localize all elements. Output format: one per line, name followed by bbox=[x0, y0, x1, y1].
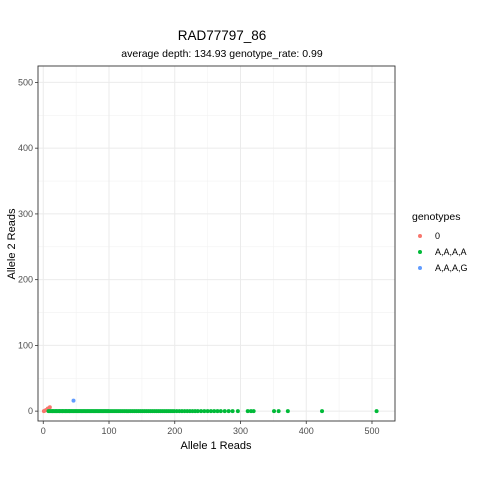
x-tick-label: 400 bbox=[299, 426, 314, 436]
panel-border bbox=[37, 65, 396, 422]
data-point bbox=[215, 409, 220, 414]
y-tick-label: 200 bbox=[18, 275, 33, 285]
data-point bbox=[212, 409, 217, 414]
legend-label: 0 bbox=[435, 231, 440, 241]
data-point bbox=[71, 398, 76, 403]
chart-subtitle: average depth: 134.93 genotype_rate: 0.9… bbox=[121, 48, 323, 60]
data-point bbox=[251, 409, 256, 414]
data-point bbox=[195, 409, 200, 414]
data-point bbox=[222, 409, 227, 414]
legend-label: A,A,A,A bbox=[435, 247, 467, 257]
legend-key bbox=[418, 234, 422, 238]
data-point bbox=[205, 409, 210, 414]
data-point bbox=[218, 409, 223, 414]
y-tick-label: 400 bbox=[18, 143, 33, 153]
data-point bbox=[235, 409, 240, 414]
data-point bbox=[320, 409, 325, 414]
data-point bbox=[276, 409, 281, 414]
data-point bbox=[199, 409, 204, 414]
x-tick-label: 0 bbox=[41, 426, 46, 436]
data-point bbox=[374, 409, 379, 414]
legend-key bbox=[418, 266, 422, 270]
y-axis-title: Allele 2 Reads bbox=[6, 208, 18, 279]
legend-label: A,A,A,G bbox=[435, 263, 468, 273]
legend-key bbox=[418, 250, 422, 254]
y-tick-label: 100 bbox=[18, 340, 33, 350]
data-point bbox=[208, 409, 213, 414]
data-point bbox=[272, 409, 277, 414]
y-tick-label: 300 bbox=[18, 209, 33, 219]
x-axis-title: Allele 1 Reads bbox=[181, 440, 252, 452]
data-point bbox=[47, 405, 52, 410]
plot-panel: 0 100 200 300 400 500 0 100 200 300 400 500 bbox=[18, 65, 396, 436]
x-tick-label: 100 bbox=[101, 426, 116, 436]
y-tick-label: 0 bbox=[28, 406, 33, 416]
chart-title: RAD77797_86 bbox=[178, 28, 267, 43]
x-tick-label: 300 bbox=[233, 426, 248, 436]
legend-title: genotypes bbox=[412, 211, 460, 223]
y-tick-label: 500 bbox=[18, 77, 33, 87]
data-point bbox=[202, 409, 207, 414]
x-tick-label: 500 bbox=[364, 426, 379, 436]
data-point bbox=[245, 409, 250, 414]
x-tick-label: 200 bbox=[167, 426, 182, 436]
data-point bbox=[230, 409, 235, 414]
legend: genotypes 0 A,A,A,A A,A,A,G bbox=[412, 211, 468, 273]
data-point bbox=[285, 409, 290, 414]
data-point bbox=[226, 409, 231, 414]
